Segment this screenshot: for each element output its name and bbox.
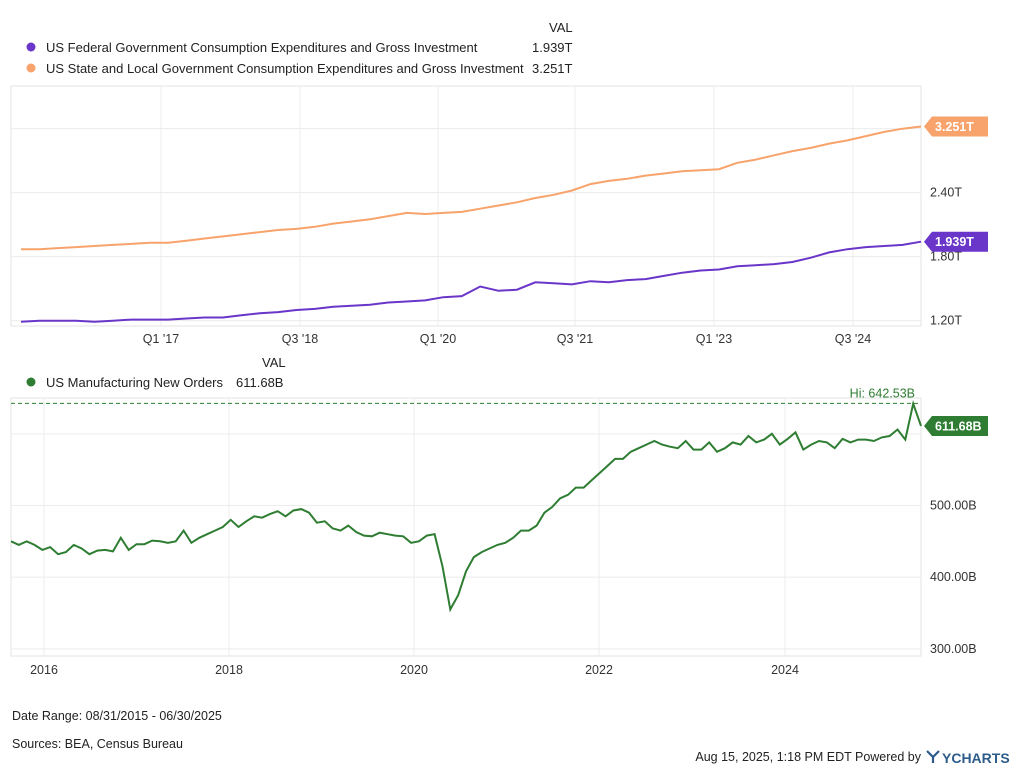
date-range: Date Range: 08/31/2015 - 06/30/2025 xyxy=(12,709,222,723)
top-x-tick-label: Q1 '20 xyxy=(420,332,456,346)
top-legend: US Federal Government Consumption Expend… xyxy=(26,40,573,76)
high-reference-label: Hi: 642.53B xyxy=(850,386,915,400)
bottom-y-tick-label: 400.00B xyxy=(930,570,977,584)
legend-marker-state-local xyxy=(26,63,36,73)
series-line-state-local xyxy=(21,125,922,251)
top-val-header: VAL xyxy=(549,20,573,35)
top-x-tick-label: Q3 '18 xyxy=(282,332,318,346)
legend-value-federal: 1.939T xyxy=(532,40,573,55)
end-tag-federal-shape xyxy=(924,231,988,252)
bottom-chart: VAL US Manufacturing New Orders 611.68B … xyxy=(10,355,988,677)
legend-label-manufacturing: US Manufacturing New Orders xyxy=(46,375,224,390)
ycharts-logo-icon xyxy=(926,750,940,763)
legend-label-federal: US Federal Government Consumption Expend… xyxy=(46,40,478,55)
legend-marker-manufacturing xyxy=(26,377,36,387)
footer: Date Range: 08/31/2015 - 06/30/2025 Sour… xyxy=(12,709,1010,766)
end-tag-manufacturing: 611.68B xyxy=(924,415,988,436)
ycharts-logo[interactable]: YCHARTS xyxy=(926,750,1010,766)
top-chart: VAL US Federal Government Consumption Ex… xyxy=(10,20,988,346)
bottom-x-tick-label: 2016 xyxy=(30,663,58,677)
ycharts-logo-text: YCHARTS xyxy=(942,750,1010,766)
bottom-grid xyxy=(11,398,921,656)
sources: Sources: BEA, Census Bureau xyxy=(12,737,183,751)
bottom-x-tick-label: 2018 xyxy=(215,663,243,677)
legend-value-manufacturing: 611.68B xyxy=(236,375,283,390)
legend-label-state-local: US State and Local Government Consumptio… xyxy=(46,61,524,76)
bottom-x-tick-label: 2024 xyxy=(771,663,799,677)
bottom-y-tick-label: 300.00B xyxy=(930,642,977,656)
top-x-tick-label: Q3 '24 xyxy=(835,332,871,346)
top-x-tick-label: Q3 '21 xyxy=(557,332,593,346)
bottom-val-header: VAL xyxy=(262,355,286,370)
end-tag-state-local-text: 3.251T xyxy=(935,120,974,134)
top-x-tick-label: Q1 '17 xyxy=(143,332,179,346)
end-tag-state-local: 3.251T xyxy=(924,116,988,137)
legend-value-state-local: 3.251T xyxy=(532,61,573,76)
bottom-x-tick-label: 2020 xyxy=(400,663,428,677)
bottom-plot-frame xyxy=(10,397,922,657)
legend-marker-federal xyxy=(26,42,36,52)
top-y-tick-label: 2.40T xyxy=(930,186,962,200)
bottom-legend: US Manufacturing New Orders 611.68B xyxy=(26,375,283,390)
top-y-tick-label: 1.80T xyxy=(930,250,962,264)
top-x-tick-label: Q1 '23 xyxy=(696,332,732,346)
end-tag-manufacturing-shape xyxy=(924,415,988,436)
bottom-x-axis: 2016 2018 2020 2022 2024 xyxy=(30,663,799,677)
series-line-federal xyxy=(20,240,922,323)
timestamp: Aug 15, 2025, 1:18 PM EDT Powered by xyxy=(695,750,921,764)
top-y-tick-label: 1.20T xyxy=(930,314,962,328)
end-tag-state-local-shape xyxy=(924,116,988,137)
top-plot-frame xyxy=(10,85,922,327)
end-tag-federal-text: 1.939T xyxy=(935,235,974,249)
end-tag-federal: 1.939T xyxy=(924,231,988,252)
top-x-axis: Q1 '17 Q3 '18 Q1 '20 Q3 '21 Q1 '23 Q3 '24 xyxy=(143,332,871,346)
bottom-y-tick-label: 500.00B xyxy=(930,499,977,513)
top-grid xyxy=(11,86,921,326)
series-line-manufacturing xyxy=(10,400,922,613)
bottom-y-axis: 300.00B 400.00B 500.00B xyxy=(930,499,977,656)
bottom-x-tick-label: 2022 xyxy=(585,663,613,677)
end-tag-manufacturing-text: 611.68B xyxy=(935,419,982,433)
